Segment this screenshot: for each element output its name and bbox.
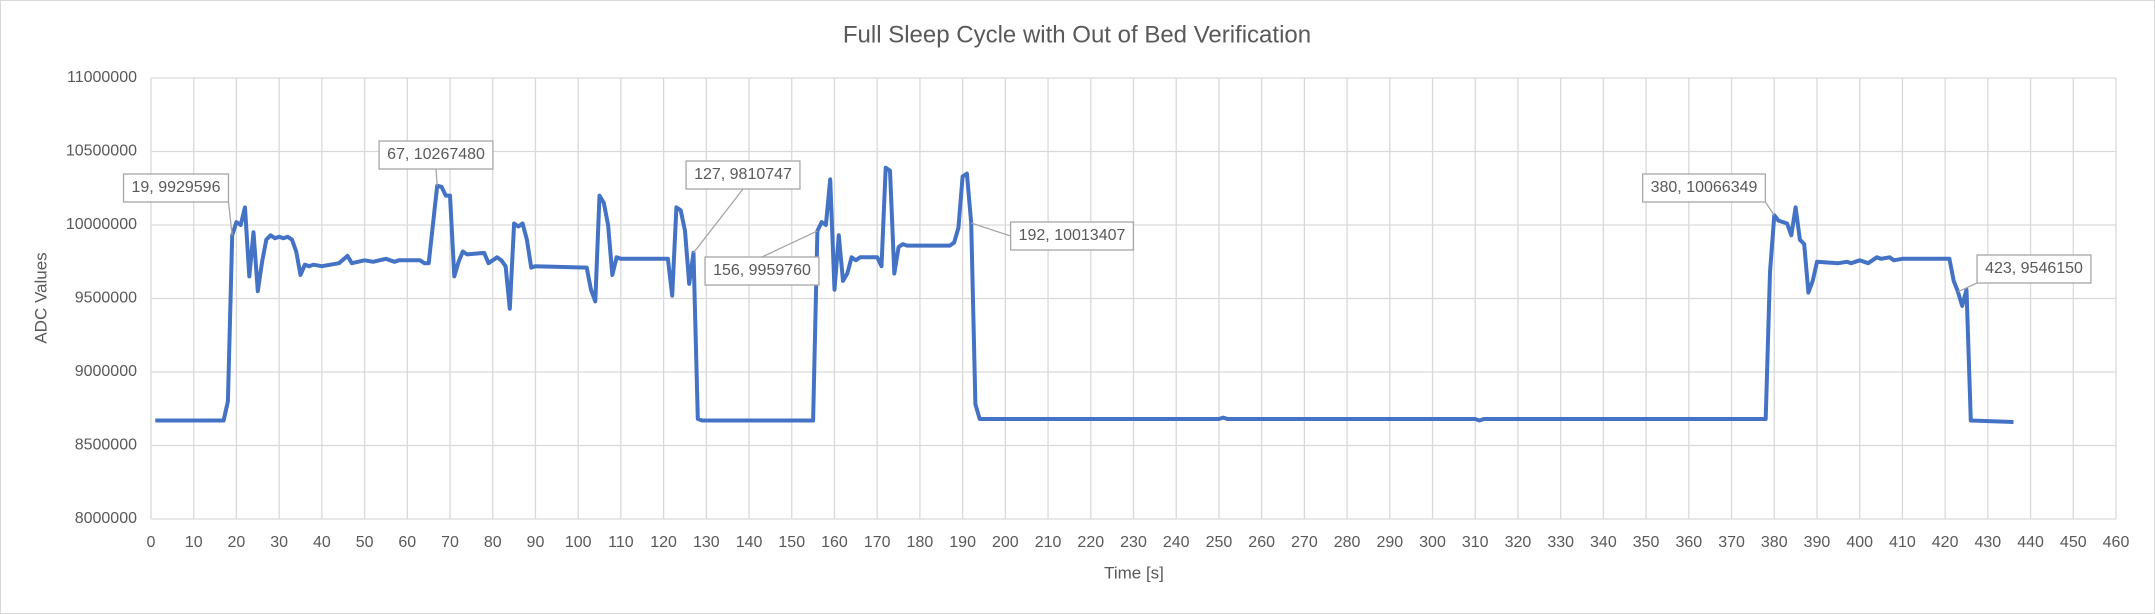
x-tick-label: 250 — [1206, 534, 1233, 551]
annotation: 380, 10066349 — [1641, 173, 1775, 216]
x-tick-label: 190 — [949, 534, 976, 551]
y-tick-label: 8500000 — [75, 437, 137, 454]
x-tick-label: 420 — [1932, 534, 1959, 551]
annotation-label: 192, 10013407 — [1019, 227, 1126, 244]
x-tick-label: 450 — [2060, 534, 2087, 551]
x-tick-label: 0 — [147, 534, 156, 551]
x-tick-label: 260 — [1248, 534, 1275, 551]
x-tick-label: 90 — [527, 534, 545, 551]
annotation-box — [685, 160, 801, 190]
x-tick-label: 310 — [1462, 534, 1489, 551]
x-tick-label: 170 — [864, 534, 891, 551]
annotation-leader — [692, 188, 744, 254]
annotation-leader — [761, 230, 818, 258]
x-tick-label: 10 — [185, 534, 203, 551]
x-tick-label: 370 — [1718, 534, 1745, 551]
x-tick-label: 220 — [1077, 534, 1104, 551]
annotation-leader — [227, 201, 233, 236]
x-tick-label: 460 — [2103, 534, 2130, 551]
annotation-leader — [1957, 282, 1978, 293]
annotation-box — [704, 256, 820, 286]
y-tick-label: 11000000 — [67, 69, 137, 86]
y-tick-label: 9500000 — [75, 290, 137, 307]
x-tick-label: 180 — [907, 534, 934, 551]
x-tick-label: 140 — [736, 534, 763, 551]
x-tick-label: 400 — [1846, 534, 1873, 551]
annotation-box — [378, 140, 494, 170]
annotation-label: 156, 9959760 — [713, 262, 811, 279]
x-tick-label: 320 — [1505, 534, 1532, 551]
annotation-leader — [435, 168, 438, 186]
annotation: 423, 9546150 — [1957, 254, 2092, 293]
x-tick-label: 280 — [1334, 534, 1361, 551]
annotation-box — [1009, 221, 1135, 251]
x-tick-label: 200 — [992, 534, 1019, 551]
annotation-box — [1641, 173, 1767, 203]
x-tick-label: 330 — [1547, 534, 1574, 551]
annotation-label: 127, 9810747 — [694, 166, 792, 183]
x-axis-title: Time [s] — [1104, 563, 1164, 582]
y-tick-label: 10000000 — [66, 216, 137, 233]
annotation-box — [1976, 254, 2092, 284]
annotation-label: 423, 9546150 — [1985, 260, 2083, 277]
y-axis-title: ADC Values — [31, 252, 50, 343]
x-tick-label: 300 — [1419, 534, 1446, 551]
x-tick-label: 210 — [1035, 534, 1062, 551]
x-tick-label: 230 — [1120, 534, 1147, 551]
annotation: 67, 10267480 — [378, 140, 494, 186]
annotation-label: 380, 10066349 — [1651, 179, 1758, 196]
annotation: 19, 9929596 — [122, 173, 233, 236]
data-line — [155, 165, 2014, 424]
x-tick-label: 290 — [1376, 534, 1403, 551]
annotation-leader — [970, 222, 1011, 237]
y-tick-label: 8000000 — [75, 510, 137, 527]
x-tick-label: 160 — [821, 534, 848, 551]
annotation-leader — [1764, 201, 1775, 216]
annotation: 192, 10013407 — [970, 221, 1135, 251]
x-tick-label: 110 — [608, 534, 634, 551]
annotation: 156, 9959760 — [704, 230, 820, 286]
x-tick-label: 100 — [565, 534, 592, 551]
annotation-label: 19, 9929596 — [132, 179, 221, 196]
x-tick-label: 60 — [398, 534, 416, 551]
x-tick-label: 240 — [1163, 534, 1190, 551]
x-tick-label: 430 — [1974, 534, 2001, 551]
x-tick-label: 120 — [650, 534, 677, 551]
x-tick-label: 20 — [228, 534, 246, 551]
y-tick-label: 10500000 — [66, 143, 137, 160]
x-tick-label: 70 — [441, 534, 459, 551]
x-tick-label: 40 — [313, 534, 331, 551]
annotation-label: 67, 10267480 — [387, 146, 485, 163]
x-tick-label: 380 — [1761, 534, 1788, 551]
x-tick-label: 390 — [1804, 534, 1831, 551]
annotation: 127, 9810747 — [685, 160, 801, 254]
x-tick-label: 350 — [1633, 534, 1660, 551]
x-tick-label: 410 — [1889, 534, 1916, 551]
x-tick-label: 360 — [1675, 534, 1702, 551]
x-tick-label: 130 — [693, 534, 720, 551]
x-tick-label: 50 — [356, 534, 374, 551]
x-tick-label: 80 — [484, 534, 502, 551]
x-tick-label: 440 — [2017, 534, 2044, 551]
x-tick-label: 270 — [1291, 534, 1318, 551]
x-tick-label: 150 — [778, 534, 805, 551]
annotation-box — [122, 173, 230, 203]
x-tick-label: 340 — [1590, 534, 1617, 551]
x-tick-label: 30 — [270, 534, 288, 551]
chart-title: Full Sleep Cycle with Out of Bed Verific… — [843, 21, 1311, 48]
y-tick-label: 9000000 — [75, 363, 137, 380]
